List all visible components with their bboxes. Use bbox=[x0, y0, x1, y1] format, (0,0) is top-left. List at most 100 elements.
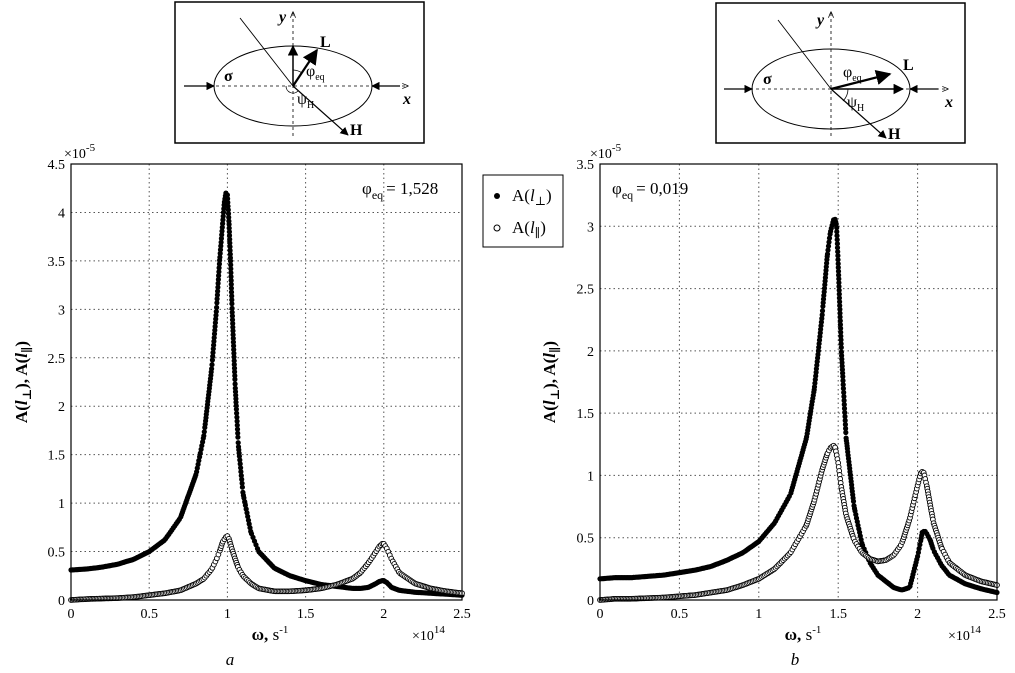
inset-b-h-label: H bbox=[888, 126, 901, 143]
ylabel-b: A(l⊥), A(l∥) bbox=[540, 341, 562, 423]
point-b-0 bbox=[837, 322, 844, 328]
xlabel-a-main: ω, bbox=[252, 625, 273, 644]
point-b-0 bbox=[841, 405, 848, 412]
series-a bbox=[68, 190, 465, 603]
point-b-0 bbox=[834, 229, 840, 235]
point-b-0 bbox=[836, 287, 842, 293]
point-a-0 bbox=[239, 480, 245, 486]
point-b-0 bbox=[826, 239, 832, 245]
ylabel-b-l1: l bbox=[540, 400, 559, 405]
point-a-0 bbox=[218, 239, 224, 245]
point-b-0 bbox=[842, 417, 848, 424]
point-b-0 bbox=[837, 318, 843, 324]
point-a-0 bbox=[212, 327, 218, 333]
legend-label-perp-end: ) bbox=[546, 186, 552, 205]
point-a-0 bbox=[231, 358, 237, 364]
point-a-0 bbox=[224, 192, 230, 198]
y-tick-label-a-2: 1 bbox=[58, 497, 65, 512]
point-a-0 bbox=[229, 313, 235, 319]
point-b-0 bbox=[840, 385, 847, 392]
grid-a bbox=[71, 164, 462, 600]
point-a-0 bbox=[215, 288, 221, 294]
point-a-0 bbox=[225, 199, 231, 206]
y-tick-label-b-7: 3.5 bbox=[577, 158, 595, 173]
point-a-0 bbox=[225, 207, 231, 213]
point-a-0 bbox=[230, 324, 236, 330]
y-tick-label-a-7: 3.5 bbox=[48, 255, 66, 270]
annotation-a-value: = 1,528 bbox=[386, 179, 438, 198]
point-a-0 bbox=[214, 300, 220, 306]
point-b-0 bbox=[915, 549, 922, 556]
point-a-0 bbox=[209, 366, 215, 372]
x-multiplier-a-exp: 14 bbox=[434, 624, 446, 636]
y-tick-label-a-1: 0.5 bbox=[48, 546, 66, 561]
point-a-0 bbox=[229, 297, 235, 303]
ylabel-a-l1: l bbox=[12, 400, 31, 405]
y-tick-label-b-4: 2 bbox=[587, 345, 594, 360]
point-a-0 bbox=[213, 309, 219, 315]
inset-b-psi: ψ bbox=[847, 94, 857, 111]
point-a-0 bbox=[229, 305, 235, 311]
annotation-b-value: = 0,019 bbox=[636, 179, 688, 198]
xlabel-a: ω, s-1 bbox=[252, 624, 289, 644]
point-a-0 bbox=[227, 247, 233, 254]
x-tick-label-b-5: 2.5 bbox=[988, 607, 1006, 622]
point-b-0 bbox=[841, 393, 847, 400]
legend-label-perp: A(l⊥) bbox=[512, 186, 552, 208]
x-tick-label-b-1: 0.5 bbox=[671, 607, 689, 622]
point-a-0 bbox=[237, 461, 243, 467]
point-b-0 bbox=[841, 401, 847, 408]
point-a-0 bbox=[234, 410, 240, 416]
ylabel-b-perp: ⊥ bbox=[548, 389, 562, 401]
point-a-0 bbox=[225, 196, 231, 202]
legend-label-par-end: ) bbox=[540, 218, 546, 237]
point-b-0 bbox=[837, 314, 843, 320]
panel-label-a: a bbox=[226, 650, 235, 669]
point-a-0 bbox=[230, 320, 236, 327]
point-a-0 bbox=[231, 347, 237, 353]
y-tick-label-b-0: 0 bbox=[587, 594, 594, 609]
point-a-0 bbox=[228, 270, 234, 276]
panel-b: 0 0.5 1 1.5 2 2.5 0 0.5 1 1.5 2 2.5 3 3.5 ×10-5 ×1014… bbox=[540, 142, 1006, 669]
x-tick-label-a-3: 1.5 bbox=[297, 607, 315, 622]
y-tick-label-a-4: 2 bbox=[58, 400, 65, 415]
point-a-0 bbox=[234, 414, 240, 420]
point-a-0 bbox=[232, 369, 238, 375]
inset-b-diagonal bbox=[777, 19, 832, 90]
point-a-0 bbox=[230, 335, 236, 341]
legend-label-par-l: l bbox=[530, 218, 535, 237]
legend-marker-par bbox=[493, 224, 501, 232]
point-a-0 bbox=[226, 229, 232, 235]
point-a-0 bbox=[231, 350, 237, 356]
ylabel-a: A(l⊥), A(l∥) bbox=[12, 341, 34, 423]
point-a-0 bbox=[230, 339, 236, 345]
point-a-0 bbox=[238, 473, 244, 479]
point-a-0 bbox=[238, 465, 244, 471]
point-b-0 bbox=[838, 344, 844, 351]
point-b-0 bbox=[837, 310, 843, 316]
inset-b-phi-sub: eq bbox=[852, 73, 861, 84]
point-a-0 bbox=[228, 281, 234, 287]
point-a-0 bbox=[228, 262, 234, 268]
annotation-a-sub: eq bbox=[372, 188, 383, 202]
series-b-par bbox=[597, 442, 1000, 603]
x-tick-label-a-5: 2.5 bbox=[453, 607, 471, 622]
y-tick-label-a-0: 0 bbox=[58, 594, 65, 609]
point-a-0 bbox=[213, 316, 219, 322]
ylabel-b-par: ∥ bbox=[548, 347, 562, 353]
point-a-0 bbox=[234, 418, 240, 424]
point-b-0 bbox=[840, 382, 846, 388]
point-b-0 bbox=[834, 225, 840, 231]
point-a-0 bbox=[235, 430, 241, 436]
inset-b-l-label: L bbox=[903, 57, 914, 74]
inset-a-psi-arc bbox=[285, 85, 299, 94]
point-a-0 bbox=[216, 269, 222, 275]
inset-b-psi-label: ψH bbox=[847, 94, 864, 114]
point-a-0 bbox=[211, 335, 217, 341]
legend-label-perp-l: l bbox=[530, 186, 535, 205]
inset-diagram-a: y x L H σ φeq ψH bbox=[174, 1, 425, 144]
annotation-b-phi: φ bbox=[612, 179, 622, 198]
point-b-0 bbox=[834, 237, 840, 243]
ylabel-a-mid: ), A( bbox=[12, 357, 31, 389]
